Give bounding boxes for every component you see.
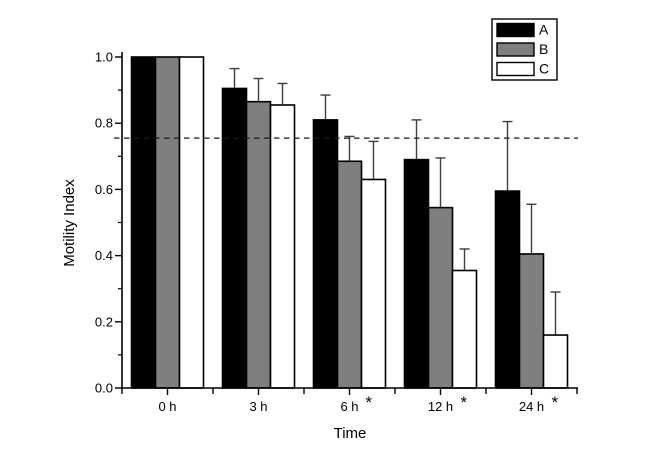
x-tick-label: 3 h — [249, 399, 267, 414]
significance-asterisk: * — [552, 393, 559, 412]
bar-C-24h — [542, 334, 569, 389]
bar-B-0h — [154, 56, 181, 389]
x-tick-label: 6 h — [340, 399, 358, 414]
y-tick-label: 0.4 — [95, 248, 113, 263]
x-tick-label: 0 h — [158, 399, 176, 414]
legend-label-A: A — [539, 22, 549, 38]
significance-asterisk: * — [461, 393, 468, 412]
x-axis-title: Time — [334, 425, 367, 442]
bar-C-6h — [360, 178, 387, 389]
legend-label-B: B — [539, 41, 548, 57]
y-tick-label: 0.6 — [95, 182, 113, 197]
bar-A-24h — [494, 190, 521, 389]
x-tick-label: 24 h — [519, 399, 544, 414]
legend-swatch-A — [496, 22, 535, 38]
bar-A-6h — [312, 119, 339, 389]
bar-B-12h — [427, 206, 454, 389]
legend-label-C: C — [539, 61, 549, 77]
bar-A-3h — [221, 87, 248, 389]
bar-B-6h — [336, 160, 363, 389]
y-axis-title: Motility Index — [61, 179, 78, 267]
y-tick-label: 0.8 — [95, 116, 113, 131]
x-tick-label: 12 h — [428, 399, 453, 414]
bar-A-12h — [403, 158, 430, 389]
y-tick-label: 0.2 — [95, 314, 113, 329]
bar-A-0h — [130, 56, 157, 389]
bar-C-0h — [178, 56, 205, 389]
bar-C-12h — [451, 269, 478, 389]
bar-B-24h — [518, 253, 545, 389]
bar-C-3h — [269, 104, 296, 389]
y-tick-label: 1.0 — [95, 50, 113, 65]
significance-asterisk: * — [366, 393, 373, 412]
bar-B-3h — [245, 100, 272, 389]
y-tick-label: 0.0 — [95, 381, 113, 396]
legend-swatch-C — [496, 61, 535, 77]
legend-swatch-B — [496, 42, 535, 57]
